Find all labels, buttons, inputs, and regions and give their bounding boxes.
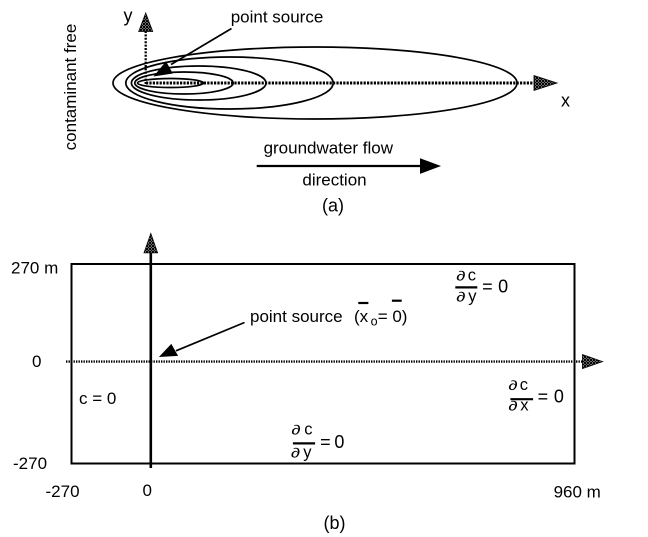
svg-text:point source: point source [231,7,324,26]
svg-text:∂: ∂ [508,399,517,414]
svg-text:∂: ∂ [291,446,300,461]
svg-text:∂: ∂ [291,423,300,438]
svg-text:∂: ∂ [456,290,465,305]
svg-text:0: 0 [143,481,152,500]
svg-text:y: y [468,287,477,305]
svg-text:x: x [520,397,529,415]
svg-text:direction: direction [302,171,366,190]
svg-text:(b): (b) [324,513,346,533]
svg-text:0: 0 [32,352,41,371]
svg-text:c: c [520,376,528,394]
svg-text:contaminant free: contaminant free [61,24,80,151]
svg-text:∂: ∂ [456,269,465,284]
svg-text:y: y [303,443,312,461]
svg-text:270 m: 270 m [11,259,58,278]
svg-text:(a): (a) [322,196,344,216]
svg-text:groundwater flow: groundwater flow [264,139,394,158]
svg-text:960 m: 960 m [554,483,601,502]
svg-text:-270: -270 [13,454,47,473]
svg-text:c: c [304,420,312,438]
svg-text:∂: ∂ [508,378,517,393]
svg-text:point source(xo= 0): point source (x o= 0) [250,307,407,329]
svg-text:c = 0: c = 0 [79,389,116,408]
svg-text:-270: -270 [46,482,80,501]
svg-text:c: c [468,266,476,284]
svg-text:y: y [124,6,133,26]
svg-text:x: x [561,91,570,111]
